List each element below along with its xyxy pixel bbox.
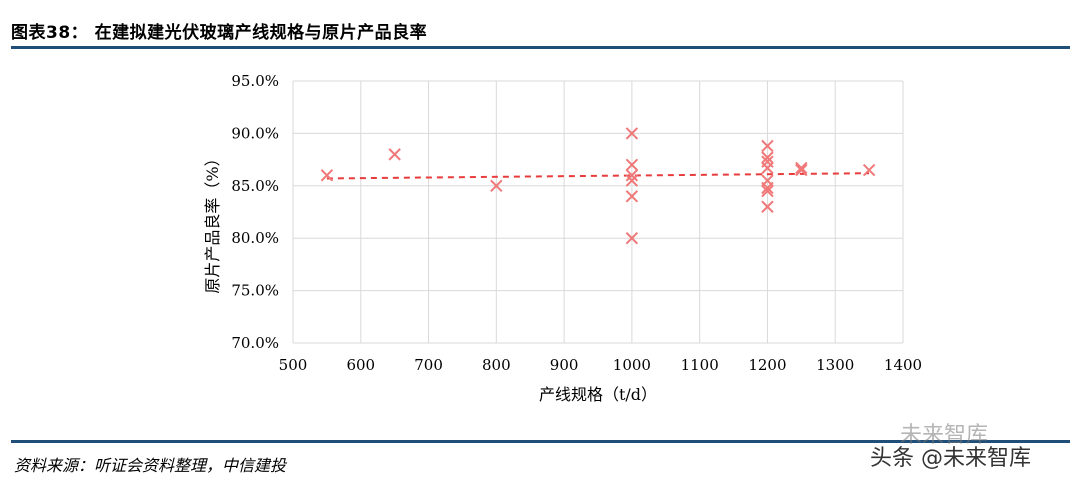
x-tick-label: 700 [414,356,443,374]
data-point [490,179,503,193]
data-point [320,169,334,182]
y-axis-label: 原片产品良率（%） [203,150,222,293]
x-tick-label: 1400 [884,356,922,374]
data-points [320,127,876,245]
y-tick-label: 80.0% [231,229,279,247]
trendline [326,172,870,180]
data-point [761,200,774,213]
y-tick-label: 75.0% [231,282,279,300]
data-point [625,169,639,182]
data-point [761,161,774,175]
trendline-layer [326,172,870,180]
data-point [761,151,774,164]
y-tick-label: 85.0% [231,177,279,195]
x-tick-label: 500 [279,356,308,374]
y-tick-labels: 95.0% 90.0% 85.0% 80.0% 75.0% 70.0% [231,72,279,352]
x-tick-label: 1000 [613,356,651,374]
x-tick-label: 800 [482,356,511,374]
data-point [388,148,401,161]
chart-grid [292,80,904,344]
figure-title: 图表38： 在建拟建光伏玻璃产线规格与原片产品良率 [11,23,428,43]
x-tick-labels: 500 600 700 800 900 1000 1100 1200 1300 1400 [279,356,922,374]
data-point [625,127,639,140]
x-tick-label: 1300 [816,356,854,374]
x-tick-label: 900 [550,356,579,374]
source-note: 资料来源：听证会资料整理，中信建投 [14,456,287,475]
watermark-logo-text: 未来智库 [900,423,989,448]
y-tick-label: 90.0% [231,124,279,142]
data-point [761,139,774,153]
data-point [862,163,876,177]
top-rule [11,46,1070,49]
x-axis-label: 产线规格（t/d） [539,385,657,404]
data-point [761,184,774,198]
y-tick-label: 70.0% [231,334,279,352]
y-tick-label: 95.0% [231,72,279,90]
x-tick-label: 1200 [748,356,786,374]
x-tick-label: 1100 [681,356,719,374]
data-point [625,174,639,187]
data-point [795,161,808,175]
data-point [625,190,639,203]
data-point [625,158,639,172]
x-tick-label: 600 [346,356,375,374]
bottom-rule [11,440,1070,443]
data-point [761,181,774,195]
data-point [625,231,639,245]
watermark-text: 头条 @未来智库 [870,446,1031,471]
scatter-chart: 500 600 700 800 900 1000 1100 1200 1300 1400 95.0… [203,72,922,404]
data-point [795,163,808,177]
